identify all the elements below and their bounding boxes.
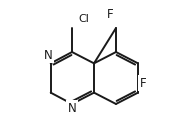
Text: Cl: Cl — [79, 14, 89, 24]
Text: N: N — [68, 102, 76, 115]
Text: F: F — [107, 8, 113, 21]
Text: N: N — [44, 49, 52, 62]
Text: F: F — [140, 77, 147, 90]
